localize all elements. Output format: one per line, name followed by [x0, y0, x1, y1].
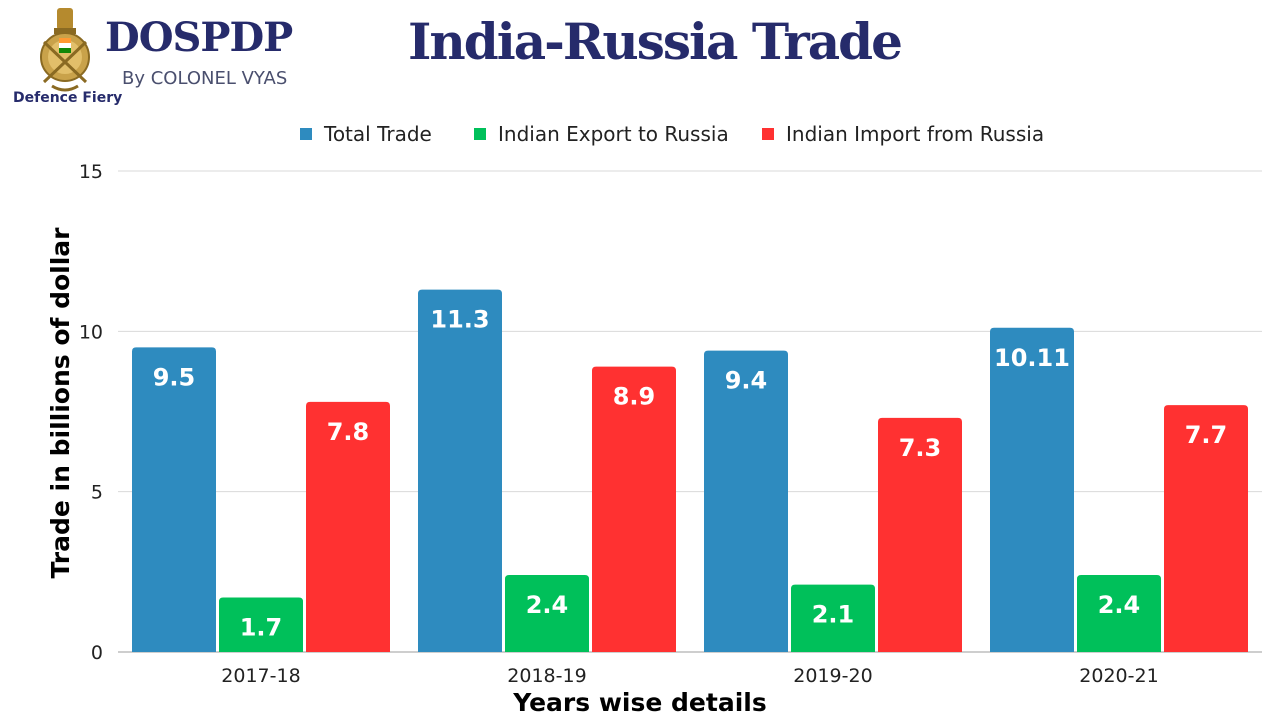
- legend-swatch: [762, 128, 774, 140]
- data-label: 9.5: [153, 363, 196, 391]
- x-tick-label: 2018-19: [507, 665, 586, 687]
- legend-label: Total Trade: [323, 122, 432, 146]
- bar: [704, 350, 788, 652]
- bar: [878, 417, 962, 652]
- x-tick-label: 2020-21: [1079, 665, 1158, 687]
- data-label: 2.4: [1098, 591, 1141, 619]
- data-label: 2.4: [526, 591, 569, 619]
- bar: [990, 327, 1074, 652]
- brand-tagline: Defence Fiery: [13, 90, 123, 106]
- x-tick-label: 2017-18: [221, 665, 300, 687]
- brand-block: DOSPDP By COLONEL VYAS Defence Fiery: [0, 0, 320, 115]
- data-label: 7.7: [1185, 421, 1228, 449]
- y-axis-title: Trade in billions of dollar: [46, 227, 75, 579]
- bar: [306, 401, 390, 652]
- data-label: 1.7: [240, 613, 283, 641]
- data-label: 7.3: [899, 434, 942, 462]
- data-label: 10.11: [994, 344, 1070, 372]
- data-label: 8.9: [613, 383, 656, 411]
- emblem-icon: [40, 8, 90, 92]
- data-label: 9.4: [725, 367, 768, 395]
- bar: [418, 289, 502, 652]
- x-axis-title: Years wise details: [512, 688, 766, 717]
- legend-label: Indian Export to Russia: [498, 122, 729, 146]
- bar: [592, 366, 676, 652]
- data-label: 11.3: [430, 306, 489, 334]
- legend-label: Indian Import from Russia: [786, 122, 1044, 146]
- y-tick-label: 0: [91, 642, 103, 664]
- bar: [505, 575, 589, 652]
- bar: [132, 347, 216, 652]
- bar: [1164, 405, 1248, 652]
- legend-swatch: [300, 128, 312, 140]
- data-label: 7.8: [327, 418, 370, 446]
- chart-title: India-Russia Trade: [408, 12, 903, 71]
- bar: [1077, 575, 1161, 652]
- bar: [219, 597, 303, 652]
- y-tick-label: 15: [79, 161, 103, 183]
- x-tick-label: 2019-20: [793, 665, 872, 687]
- y-tick-label: 10: [79, 321, 103, 343]
- data-label: 2.1: [812, 601, 855, 629]
- brand-name: DOSPDP: [105, 14, 293, 61]
- legend-swatch: [474, 128, 486, 140]
- bar: [791, 584, 875, 652]
- y-tick-label: 5: [91, 482, 103, 504]
- brand-byline: By COLONEL VYAS: [122, 68, 288, 89]
